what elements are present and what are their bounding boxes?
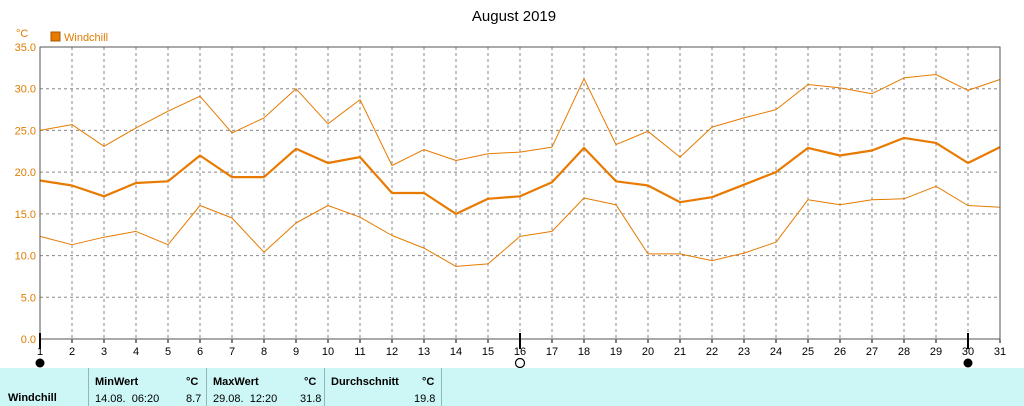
- x-tick-label: 6: [197, 346, 203, 358]
- avg-value: 19.8: [414, 393, 436, 405]
- y-unit-label: °C: [16, 28, 28, 40]
- x-tick-label: 31: [994, 346, 1006, 358]
- y-tick-label: 15.0: [15, 209, 36, 221]
- avg-unit: °C: [422, 376, 435, 388]
- series: [39, 74, 1001, 267]
- x-tick-label: 1: [37, 346, 43, 358]
- x-tick-label: 22: [706, 346, 718, 358]
- x-tick-label: 14: [450, 346, 462, 358]
- y-tick-label: 30.0: [15, 84, 36, 96]
- max-header: MaxWert: [213, 376, 259, 388]
- legend-label: Windchill: [64, 32, 108, 44]
- x-tick-label: 26: [834, 346, 846, 358]
- max-value: 31.8: [300, 393, 322, 405]
- min-value: 8.7: [186, 393, 202, 405]
- x-tick-label: 12: [386, 346, 398, 358]
- x-tick-label: 15: [482, 346, 494, 358]
- min-header: MinWert: [95, 376, 139, 388]
- y-tick-label: 10.0: [15, 251, 36, 263]
- x-tick-label: 5: [165, 346, 171, 358]
- x-tick-label: 23: [738, 346, 750, 358]
- legend-swatch: [50, 31, 61, 42]
- x-tick-label: 20: [642, 346, 654, 358]
- y-tick-label: 0.0: [21, 334, 36, 346]
- x-tick-label: 11: [354, 346, 365, 358]
- y-tick-label: 5.0: [21, 292, 36, 304]
- series-line-avg: [39, 136, 1001, 215]
- chart-title: August 2019: [472, 8, 556, 25]
- x-tick-label: 25: [802, 346, 814, 358]
- x-tick-label: 13: [418, 346, 430, 358]
- min-cell: MinWert °C 14.08. 06:20 8.7: [88, 368, 206, 406]
- max-unit: °C: [304, 376, 317, 388]
- min-unit: °C: [186, 376, 199, 388]
- x-tick-label: 16: [514, 346, 526, 358]
- y-axis-ticks: 0.0 5.0 10.0 15.0 20.0 25.0 30.0 35.0: [15, 42, 36, 346]
- x-axis-ticks: 1 2 3 4 5 6 7 8 9 10 11 12 13 14 15 16 17 18 19 20 21 22 23 24 2…: [37, 339, 1006, 358]
- x-tick-label: 18: [578, 346, 590, 358]
- x-tick-label: 2: [69, 346, 75, 358]
- x-tick-label: 4: [133, 346, 139, 358]
- x-tick-label: 3: [101, 346, 107, 358]
- new-moon-marker: [514, 357, 526, 368]
- moon-markers: [35, 333, 973, 368]
- y-tick-label: 25.0: [15, 125, 36, 137]
- avg-header: Durchschnitt: [331, 376, 399, 388]
- max-time: 29.08. 12:20: [213, 393, 278, 405]
- x-tick-label: 21: [674, 346, 686, 358]
- x-tick-label: 24: [770, 346, 782, 358]
- chart: August 2019 °C Windchill 0.0 5.0 10.0 15.0 2…: [15, 8, 1006, 368]
- full-moon-marker: [35, 358, 45, 368]
- x-tick-label: 19: [610, 346, 622, 358]
- series-line-max: [39, 74, 1001, 166]
- x-tick-label: 10: [322, 346, 334, 358]
- full-moon-marker: [963, 358, 973, 368]
- x-tick-label: 30: [962, 346, 974, 358]
- series-line-min: [39, 185, 1001, 267]
- x-tick-label: 8: [261, 346, 267, 358]
- x-tick-label: 27: [866, 346, 878, 358]
- avg-cell: Durchschnitt °C 19.8: [324, 368, 442, 406]
- x-tick-label: 17: [546, 346, 558, 358]
- y-tick-label: 35.0: [15, 42, 36, 54]
- max-cell: MaxWert °C 29.08. 12:20 31.8: [206, 368, 324, 406]
- x-tick-label: 7: [229, 346, 235, 358]
- x-tick-label: 28: [898, 346, 910, 358]
- x-tick-label: 9: [293, 346, 299, 358]
- stats-label: Windchill: [8, 392, 57, 404]
- x-tick-label: 29: [930, 346, 942, 358]
- stats-bar: Windchill MinWert °C 14.08. 06:20 8.7 Ma…: [0, 368, 1024, 406]
- y-tick-label: 20.0: [15, 167, 36, 179]
- min-time: 14.08. 06:20: [95, 393, 160, 405]
